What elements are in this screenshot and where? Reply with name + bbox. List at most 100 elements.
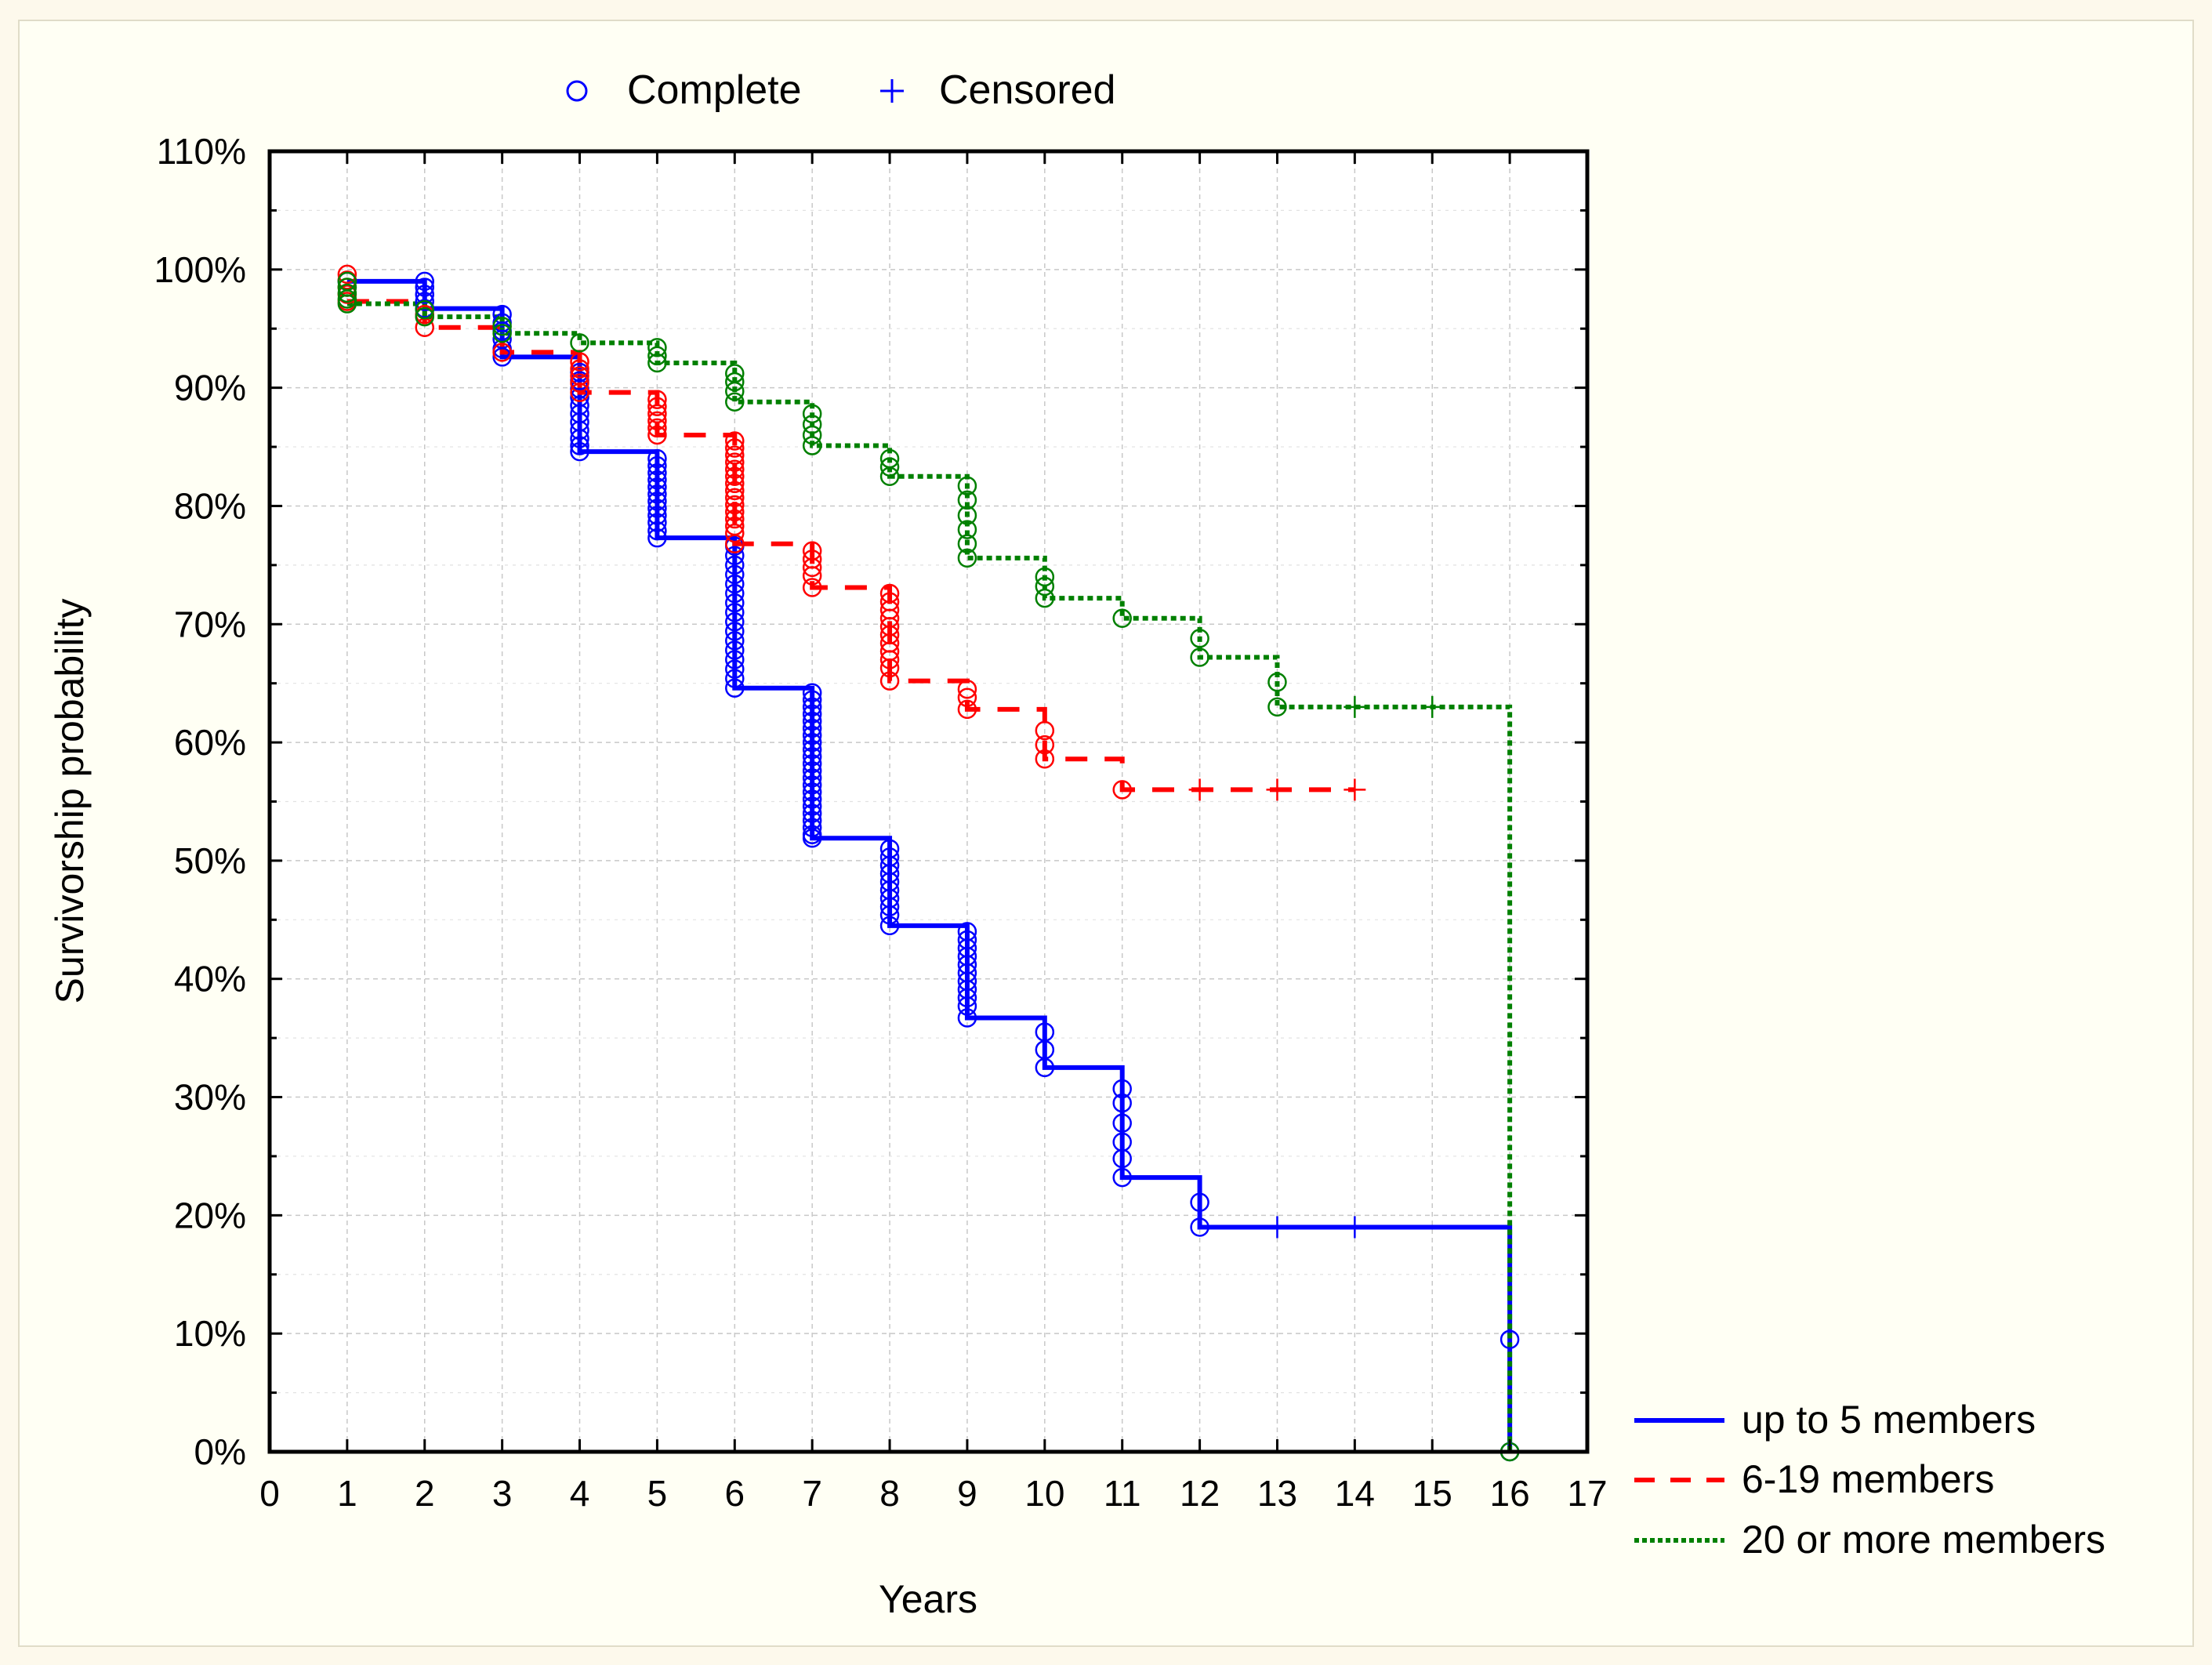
complete-marker-up-to-5	[725, 669, 745, 688]
complete-marker-up-to-5	[647, 513, 667, 532]
complete-marker-6-19	[492, 343, 512, 362]
complete-marker-20-plus	[1190, 648, 1209, 667]
complete-marker-up-to-5	[415, 278, 435, 297]
complete-marker-up-to-5	[647, 462, 667, 483]
complete-marker-20-plus	[1112, 608, 1132, 628]
complete-marker-20-plus	[957, 520, 977, 539]
complete-marker-20-plus	[647, 338, 667, 357]
marker-legend: Complete Censored	[566, 67, 1115, 113]
complete-marker-6-19	[725, 431, 745, 451]
complete-marker-6-19	[647, 390, 667, 409]
legend-label-6-19: 6-19 members	[1742, 1457, 1994, 1501]
complete-marker-up-to-5	[647, 484, 667, 504]
complete-marker-6-19	[1035, 720, 1055, 741]
complete-marker-6-19	[647, 404, 667, 424]
censored-marker-20-plus	[1421, 695, 1444, 718]
y-tick-label: 60%	[174, 722, 246, 763]
complete-marker-up-to-5	[879, 897, 900, 916]
y-axis-label: Survivorship probability	[48, 599, 92, 1004]
complete-marker-up-to-5	[1112, 1148, 1132, 1169]
x-tick-label: 0	[259, 1473, 280, 1514]
complete-marker-up-to-5	[725, 650, 745, 669]
complete-marker-up-to-5	[725, 659, 745, 679]
complete-marker-6-19	[957, 699, 977, 720]
legend-item-up-to-5: up to 5 members	[1634, 1398, 2036, 1442]
y-tick-label: 80%	[174, 485, 246, 526]
complete-marker-20-plus	[1035, 576, 1055, 597]
complete-marker-20-plus	[1267, 697, 1287, 717]
complete-marker-6-19	[1112, 780, 1132, 800]
series-line-6-19	[346, 299, 1355, 793]
complete-marker-20-plus	[725, 381, 745, 401]
y-tick-label: 70%	[174, 604, 246, 644]
complete-marker-20-plus	[1190, 629, 1209, 648]
complete-marker-up-to-5	[647, 506, 667, 525]
complete-marker-6-19	[802, 566, 822, 586]
complete-marker-up-to-5	[802, 782, 822, 802]
complete-marker-20-plus	[570, 333, 589, 353]
censored-marker-up-to-5	[1266, 1216, 1289, 1239]
complete-marker-6-19	[725, 523, 745, 543]
complete-marker-up-to-5	[802, 796, 822, 816]
complete-marker-6-19	[725, 466, 745, 486]
complete-marker-up-to-5	[802, 739, 822, 760]
complete-marker-up-to-5	[725, 574, 745, 594]
series-markers	[337, 264, 1520, 1462]
complete-marker-up-to-5	[802, 697, 822, 717]
complete-marker-20-plus	[725, 372, 745, 392]
complete-marker-6-19	[802, 557, 822, 578]
complete-marker-6-19	[725, 509, 745, 529]
complete-legend-label: Complete	[627, 67, 802, 113]
complete-marker-up-to-5	[802, 725, 822, 745]
complete-marker-up-to-5	[647, 499, 667, 518]
complete-marker-up-to-5	[1499, 1329, 1520, 1349]
complete-marker-20-plus	[957, 548, 977, 568]
complete-marker-up-to-5	[802, 829, 822, 848]
censored-marker-20-plus	[1344, 695, 1366, 718]
complete-marker-up-to-5	[647, 470, 667, 490]
complete-marker-6-19	[725, 534, 745, 553]
complete-marker-20-plus	[802, 404, 822, 424]
x-tick-label: 8	[879, 1473, 900, 1514]
complete-marker-up-to-5	[725, 602, 745, 622]
complete-marker-up-to-5	[1112, 1167, 1132, 1188]
complete-marker-up-to-5	[647, 521, 667, 541]
complete-marker-up-to-5	[802, 690, 822, 710]
complete-marker-6-19	[647, 418, 667, 438]
complete-marker-20-plus	[879, 457, 900, 477]
complete-marker-20-plus	[647, 346, 667, 366]
complete-marker-6-19	[1035, 749, 1055, 769]
legend-item-6-19: 6-19 members	[1634, 1457, 1994, 1501]
complete-marker-up-to-5	[802, 711, 822, 731]
complete-marker-up-to-5	[647, 492, 667, 511]
complete-marker-up-to-5	[725, 612, 745, 632]
complete-marker-6-19	[647, 397, 667, 417]
x-tick-label: 11	[1104, 1473, 1141, 1514]
complete-marker-up-to-5	[647, 455, 667, 476]
complete-marker-6-19	[725, 495, 745, 515]
complete-marker-up-to-5	[802, 789, 822, 809]
censored-marker-up-to-5	[1344, 1216, 1366, 1239]
complete-marker-20-plus	[802, 425, 822, 445]
complete-marker-up-to-5	[725, 678, 745, 698]
complete-marker-up-to-5	[1190, 1217, 1209, 1237]
complete-marker-6-19	[879, 658, 900, 678]
complete-marker-up-to-5	[725, 583, 745, 604]
x-tick-label: 17	[1567, 1473, 1607, 1514]
complete-marker-6-19	[725, 452, 745, 472]
complete-marker-up-to-5	[492, 347, 512, 367]
y-tick-label: 50%	[174, 840, 246, 881]
complete-marker-6-19	[337, 264, 357, 285]
complete-marker-20-plus	[337, 289, 357, 309]
series-line-20-plus	[346, 301, 1513, 1452]
complete-marker-20-plus	[802, 415, 822, 434]
complete-marker-up-to-5	[647, 528, 667, 548]
complete-marker-up-to-5	[725, 546, 745, 566]
complete-marker-20-plus	[879, 466, 900, 486]
complete-marker-6-19	[957, 687, 977, 708]
complete-marker-up-to-5	[802, 775, 822, 795]
complete-marker-up-to-5	[647, 477, 667, 497]
y-tick-label: 110%	[157, 131, 246, 172]
complete-marker-6-19	[725, 445, 745, 465]
complete-marker-20-plus	[1035, 567, 1055, 587]
